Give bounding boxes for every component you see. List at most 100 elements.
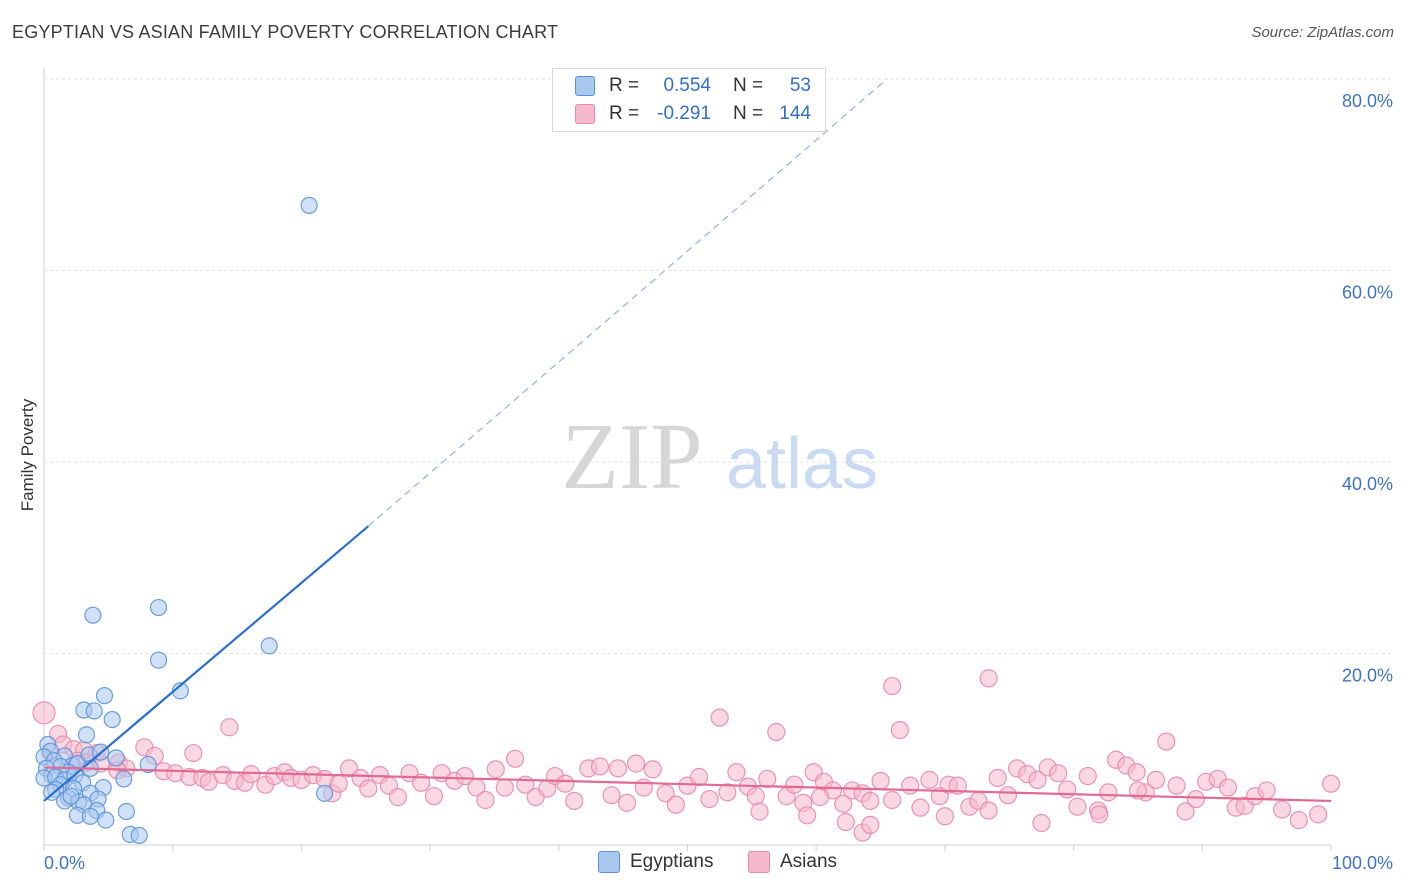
asians-point — [486, 760, 505, 779]
asians-point — [883, 790, 902, 810]
asians-point — [911, 798, 930, 817]
asians-point — [1321, 774, 1341, 793]
asians-point — [1157, 732, 1176, 751]
egyptians-point — [149, 651, 168, 669]
asians-point — [710, 708, 729, 727]
egyptians-point — [139, 755, 157, 774]
egyptians-trend-line — [43, 525, 370, 802]
asians-point — [689, 767, 709, 787]
asians-legend-label: Asians — [780, 851, 838, 872]
asians-point — [505, 749, 525, 768]
asians-point — [1309, 805, 1328, 824]
egyptians-point — [43, 783, 61, 801]
asians-swatch — [575, 104, 595, 124]
asians-point — [424, 787, 444, 806]
asians-point — [890, 720, 909, 740]
egyptians-point — [84, 606, 102, 624]
asians-point — [861, 815, 880, 834]
asians-point — [1272, 800, 1292, 819]
asians-point — [388, 788, 408, 807]
asians-point — [1049, 764, 1068, 783]
asians-point — [1068, 797, 1087, 816]
egyptians-point — [97, 811, 115, 829]
asians-point — [1058, 780, 1077, 799]
asians-point — [718, 783, 737, 802]
asians-point — [1167, 776, 1186, 795]
asians-point — [242, 765, 261, 784]
r-label: R = — [609, 103, 640, 124]
egyptians-point — [85, 702, 103, 720]
egyptians-trend-extension — [367, 78, 888, 527]
trend-lines — [43, 78, 1332, 803]
n-value: 144 — [779, 103, 811, 124]
egyptians-point — [62, 787, 80, 805]
asians-point — [590, 757, 610, 776]
asians-point — [329, 774, 348, 793]
asians-point — [700, 789, 719, 809]
r-value: -0.291 — [657, 103, 711, 124]
egyptians-swatch — [575, 76, 595, 96]
asians-point — [1186, 789, 1205, 809]
tick-labels: 20.0% 40.0% 60.0% 80.0% 0.0% 100.0% — [44, 91, 1393, 873]
asians-point — [767, 722, 786, 742]
asians-point — [871, 771, 890, 790]
y-tick-label: 40.0% — [1342, 474, 1393, 494]
asians-point — [495, 778, 514, 797]
egyptians-point — [95, 687, 114, 705]
asians-point — [998, 786, 1018, 805]
asians-point — [798, 806, 817, 825]
n-label: N = — [733, 75, 764, 96]
egyptians-point — [315, 784, 334, 802]
egyptians-point — [300, 196, 318, 214]
asians-point — [608, 759, 628, 778]
asians-point — [935, 807, 955, 826]
asians-point — [359, 779, 378, 798]
asians-point — [556, 774, 575, 793]
asians-trend-line — [43, 766, 1332, 803]
egyptians-point — [81, 807, 99, 825]
asians-point — [1218, 778, 1238, 797]
chart-title: EGYPTIAN VS ASIAN FAMILY POVERTY CORRELA… — [12, 22, 559, 42]
y-tick-label: 20.0% — [1342, 666, 1393, 686]
egyptians-point — [107, 749, 125, 767]
asians-point — [1257, 781, 1276, 800]
asians-point — [988, 768, 1007, 788]
asians-point — [1078, 766, 1097, 786]
n-label: N = — [733, 103, 764, 124]
asians-point — [1128, 781, 1148, 800]
asians-point — [617, 793, 637, 812]
asians-point — [634, 778, 653, 797]
asians-point — [920, 770, 939, 789]
asians-point — [1032, 813, 1051, 833]
legend-item-egyptians[interactable]: Egyptians — [598, 851, 713, 873]
asians-point — [746, 787, 765, 806]
asians-point — [220, 718, 239, 737]
legend-item-asians[interactable]: Asians — [748, 851, 837, 873]
asians-point — [656, 784, 675, 803]
asians-point — [727, 763, 746, 782]
asians-point — [1099, 783, 1118, 802]
asians-point — [836, 812, 855, 832]
asians-point — [643, 760, 662, 779]
egyptians-point — [117, 802, 135, 821]
egyptians-point — [130, 826, 148, 845]
asians-legend-swatch — [748, 851, 770, 873]
asians-point — [834, 794, 853, 813]
watermark-zip: ZIP — [562, 405, 703, 509]
asians-point — [1028, 770, 1047, 789]
asians-point — [810, 788, 830, 807]
stats-legend-row-egyptians: R = 0.554 N = 53 — [575, 74, 811, 98]
egyptians-point — [260, 637, 278, 655]
asians-point — [626, 754, 646, 773]
asians-point — [32, 701, 56, 725]
egyptians-legend-swatch — [598, 851, 620, 873]
asians-point — [901, 776, 920, 795]
asians-point — [861, 791, 880, 811]
x-tick-label: 0.0% — [44, 853, 85, 873]
asians-point — [1176, 802, 1195, 821]
source-attribution: Source: ZipAtlas.com — [1251, 24, 1394, 41]
egyptians-legend-label: Egyptians — [630, 851, 714, 872]
asians-point — [184, 743, 203, 763]
asians-point — [750, 802, 769, 821]
